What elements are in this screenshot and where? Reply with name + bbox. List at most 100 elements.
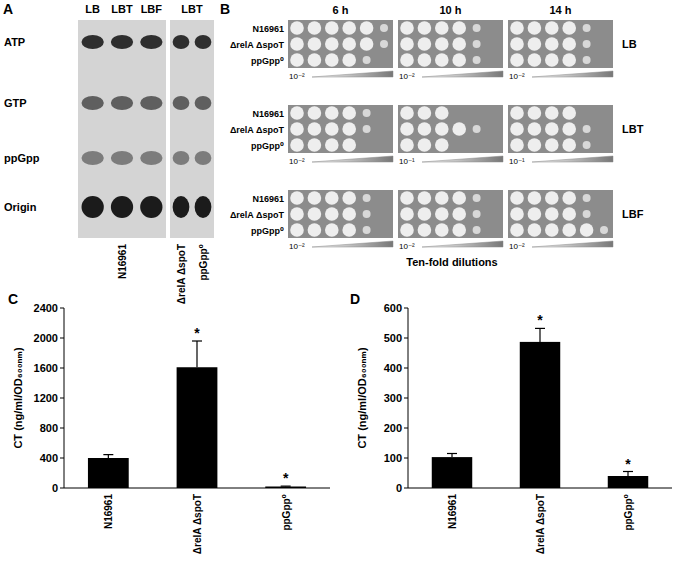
growth-spot <box>290 207 304 221</box>
growth-spot <box>473 226 481 234</box>
y-tick <box>60 338 64 339</box>
growth-spot <box>583 56 591 64</box>
growth-spot <box>545 53 559 67</box>
spot-label: ppGpp <box>4 152 40 164</box>
figure: AATPGTPppGppOriginLBLBTLBFN16961LBTΔrelA… <box>0 0 683 565</box>
annotation: * <box>194 325 200 341</box>
growth-spot <box>583 141 591 149</box>
growth-spot <box>290 21 304 35</box>
lane-label: LB <box>85 3 100 15</box>
growth-spot <box>400 21 414 35</box>
error-bar <box>447 454 457 458</box>
growth-spot <box>583 125 591 133</box>
growth-spot <box>342 207 356 221</box>
growth-spot <box>452 53 466 67</box>
growth-spot <box>473 40 481 48</box>
growth-spot <box>418 191 432 205</box>
strain-label: N16961 <box>252 194 284 204</box>
error-cap <box>103 454 113 455</box>
tlc-spot <box>173 96 190 110</box>
growth-spot <box>435 223 449 237</box>
growth-spot <box>308 122 322 136</box>
growth-spot <box>528 138 542 152</box>
dilution-label: 10⁻² <box>509 72 525 81</box>
strain-label: ΔrelA ΔspoT <box>176 244 187 304</box>
growth-spot <box>452 21 466 35</box>
growth-spot <box>325 53 339 67</box>
marks <box>432 328 648 488</box>
growth-spot <box>545 106 559 120</box>
growth-spot <box>363 109 371 117</box>
growth-spot <box>342 122 356 136</box>
growth-spot <box>325 191 339 205</box>
growth-spot <box>600 226 608 234</box>
y-tick <box>404 488 408 489</box>
growth-spot <box>418 138 432 152</box>
growth-spot <box>308 191 322 205</box>
growth-spot <box>510 191 524 205</box>
y-tick-label: 200 <box>384 422 402 434</box>
y-tick-label: 0 <box>52 482 58 494</box>
y-tick-label: 600 <box>384 302 402 314</box>
growth-spot <box>528 207 542 221</box>
plate <box>288 105 393 153</box>
growth-spot <box>545 122 559 136</box>
growth-spot <box>325 138 339 152</box>
error-line <box>539 328 540 342</box>
y-tick <box>404 458 408 459</box>
strain-label: ppGpp⁰ <box>198 244 209 281</box>
category-label: ppGpp⁰ <box>281 494 292 531</box>
growth-spot <box>562 207 576 221</box>
growth-spot <box>435 37 449 51</box>
dilution-label: 10⁻² <box>289 72 305 81</box>
y-axis-title: CT (ng/ml/OD₆₀₀ₙₘ) <box>12 347 24 448</box>
growth-spot <box>545 207 559 221</box>
growth-spot <box>363 226 371 234</box>
strain-label: ppGpp⁰ <box>251 141 284 151</box>
growth-spot <box>562 37 576 51</box>
growth-spot <box>418 21 432 35</box>
growth-spot <box>400 106 414 120</box>
growth-spot <box>510 138 524 152</box>
strain-label: ΔrelA ΔspoT <box>230 40 285 50</box>
tlc-spot <box>195 96 212 110</box>
error-bar <box>535 328 545 342</box>
y-tick <box>60 428 64 429</box>
growth-spot <box>473 125 481 133</box>
growth-spot <box>452 37 466 51</box>
marks <box>88 341 306 488</box>
y-tick <box>60 308 64 309</box>
growth-spot <box>400 122 414 136</box>
plate <box>508 105 613 153</box>
tlc-spot <box>111 35 133 49</box>
growth-spot <box>473 210 481 218</box>
y-tick-label: 400 <box>40 452 58 464</box>
strain-label: ppGpp⁰ <box>251 56 284 66</box>
growth-spot <box>510 53 524 67</box>
tlc-spot <box>140 196 162 218</box>
annotation: * <box>283 470 289 486</box>
tlc-plate <box>78 20 166 238</box>
growth-spot <box>562 53 576 67</box>
growth-spot <box>562 223 576 237</box>
growth-spot <box>325 106 339 120</box>
y-tick-label: 2000 <box>34 332 58 344</box>
growth-spot <box>290 191 304 205</box>
growth-spot <box>545 37 559 51</box>
time-label: 14 h <box>549 4 571 16</box>
spot-label: Origin <box>4 201 37 213</box>
growth-spot <box>380 40 388 48</box>
panel-label: C <box>8 291 18 307</box>
growth-spot <box>290 37 304 51</box>
tlc-spot <box>173 196 190 218</box>
y-tick-label: 0 <box>396 482 402 494</box>
strain-label: ΔrelA ΔspoT <box>230 125 285 135</box>
y-tick <box>60 488 64 489</box>
y-tick-label: 300 <box>384 392 402 404</box>
time-label: 10 h <box>439 4 461 16</box>
growth-spot <box>342 53 356 67</box>
growth-spot <box>473 56 481 64</box>
bar <box>608 476 648 488</box>
y-tick <box>404 428 408 429</box>
growth-spot <box>562 21 576 35</box>
